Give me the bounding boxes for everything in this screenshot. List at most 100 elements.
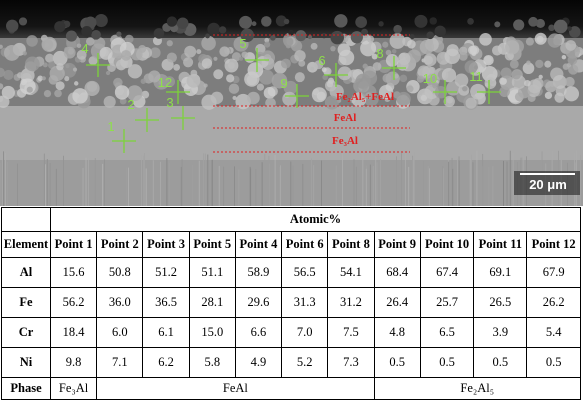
- grain: [350, 31, 363, 44]
- grain: [443, 95, 455, 108]
- table-cell: [1, 207, 51, 232]
- point-label: 12: [158, 75, 172, 90]
- grain: [76, 49, 87, 60]
- grain: [355, 16, 367, 29]
- grain: [99, 46, 113, 60]
- grain: [22, 51, 27, 56]
- grain: [391, 49, 397, 54]
- grain: [240, 28, 255, 42]
- grain: [66, 38, 77, 49]
- grain: [545, 80, 557, 93]
- grain: [337, 66, 352, 81]
- grain: [19, 78, 36, 95]
- table-cell: 0.5: [526, 347, 581, 378]
- table-cell: 9.8: [49, 347, 98, 378]
- table-row: Cr 18.4 6.0 6.1 15.0 6.6 7.0 7.5 4.8 6.5 3.9 5.4: [1, 317, 581, 348]
- table-cell: 6.5: [419, 317, 475, 348]
- grain: [527, 79, 542, 94]
- grain: [84, 80, 100, 96]
- grain: [444, 48, 460, 64]
- table-cell: 5.4: [526, 317, 581, 348]
- grain: [481, 66, 498, 82]
- grain: [183, 57, 194, 68]
- grain: [417, 65, 430, 78]
- grain: [127, 64, 143, 79]
- grain: [265, 97, 276, 109]
- scale-bar-label: 20 μm: [529, 177, 567, 192]
- table-row: Al 15.6 50.8 51.2 51.1 58.9 56.5 54.1 68.4 67.4 69…: [1, 257, 581, 288]
- grain: [310, 42, 318, 50]
- grain: [270, 35, 276, 41]
- table-cell: 6.0: [96, 317, 144, 348]
- grain: [311, 87, 327, 103]
- grain: [505, 40, 520, 55]
- table-cell: 26.4: [373, 287, 421, 318]
- grain: [484, 77, 497, 89]
- phase-label: Fe₂Al₅+FeAl: [336, 91, 394, 103]
- grain: [283, 18, 290, 25]
- point-marker: [86, 53, 110, 77]
- table-cell: 36.0: [96, 287, 144, 318]
- grain: [45, 53, 55, 63]
- grain: [321, 32, 327, 39]
- grain: [284, 37, 294, 47]
- grain: [294, 72, 305, 83]
- table-cell: 68.4: [373, 257, 421, 288]
- point-marker: [477, 80, 501, 104]
- grain: [298, 59, 306, 67]
- grain: [314, 60, 324, 70]
- grain: [61, 62, 77, 78]
- grain: [258, 69, 275, 85]
- grain: [41, 36, 57, 52]
- table-cell: 6.1: [142, 317, 190, 348]
- table-row: Element Point 1 Point 2 Point 3 Point 5 Point…: [1, 231, 581, 258]
- table-cell: 56.2: [49, 287, 98, 318]
- grain: [429, 17, 437, 25]
- grain: [251, 21, 257, 27]
- grain: [184, 45, 197, 58]
- grain: [232, 95, 237, 101]
- table-cell: Ni: [1, 347, 51, 378]
- grain: [334, 14, 348, 28]
- grain: [26, 35, 38, 47]
- grain: [385, 53, 399, 67]
- grain: [140, 78, 146, 84]
- grain: [1, 85, 15, 100]
- grain: [385, 49, 392, 56]
- table-row: Ni 9.8 7.1 6.2 5.8 4.9 5.2 7.3 0.5 0.5 0.5 0.5: [1, 347, 581, 378]
- table-cell: 51.2: [142, 257, 190, 288]
- grain: [213, 69, 224, 80]
- grain: [149, 47, 161, 59]
- table-row: Fe 56.2 36.0 36.5 28.1 29.6 31.3 31.2 26.4 25.7 26…: [1, 287, 581, 318]
- grain: [478, 66, 485, 73]
- table-cell: Cr: [1, 317, 51, 348]
- table-cell: 15.6: [49, 257, 98, 288]
- grain: [261, 16, 272, 27]
- table-cell: Point 4: [234, 231, 283, 258]
- grain: [94, 13, 108, 28]
- grain: [409, 34, 415, 40]
- composition-table: Atomic% Element Point 1 Point 2 Point 3 Point…: [1, 207, 582, 400]
- table-cell: 36.5: [142, 287, 190, 318]
- grain: [434, 25, 446, 38]
- grain: [72, 88, 88, 104]
- grain: [492, 45, 503, 56]
- table-row: Phase Fe₃Al FeAl Fe₂Al₅: [1, 377, 582, 400]
- grain: [41, 76, 46, 81]
- table-cell: 31.3: [281, 287, 329, 318]
- table-cell: Point 5: [188, 231, 236, 258]
- table-cell: Point 1: [49, 231, 98, 258]
- grain: [43, 89, 52, 98]
- grain: [244, 71, 260, 87]
- point-marker: [382, 56, 406, 80]
- grain: [166, 40, 173, 47]
- table-cell: 5.8: [188, 347, 236, 378]
- table-cell: Point 9: [373, 231, 421, 258]
- table-cell: Point 3: [142, 231, 190, 258]
- grain: [26, 86, 33, 93]
- point-label: 10: [423, 71, 437, 86]
- table-cell: Point 6: [281, 231, 329, 258]
- grain: [18, 17, 28, 26]
- grain: [468, 45, 478, 55]
- grain: [464, 60, 478, 74]
